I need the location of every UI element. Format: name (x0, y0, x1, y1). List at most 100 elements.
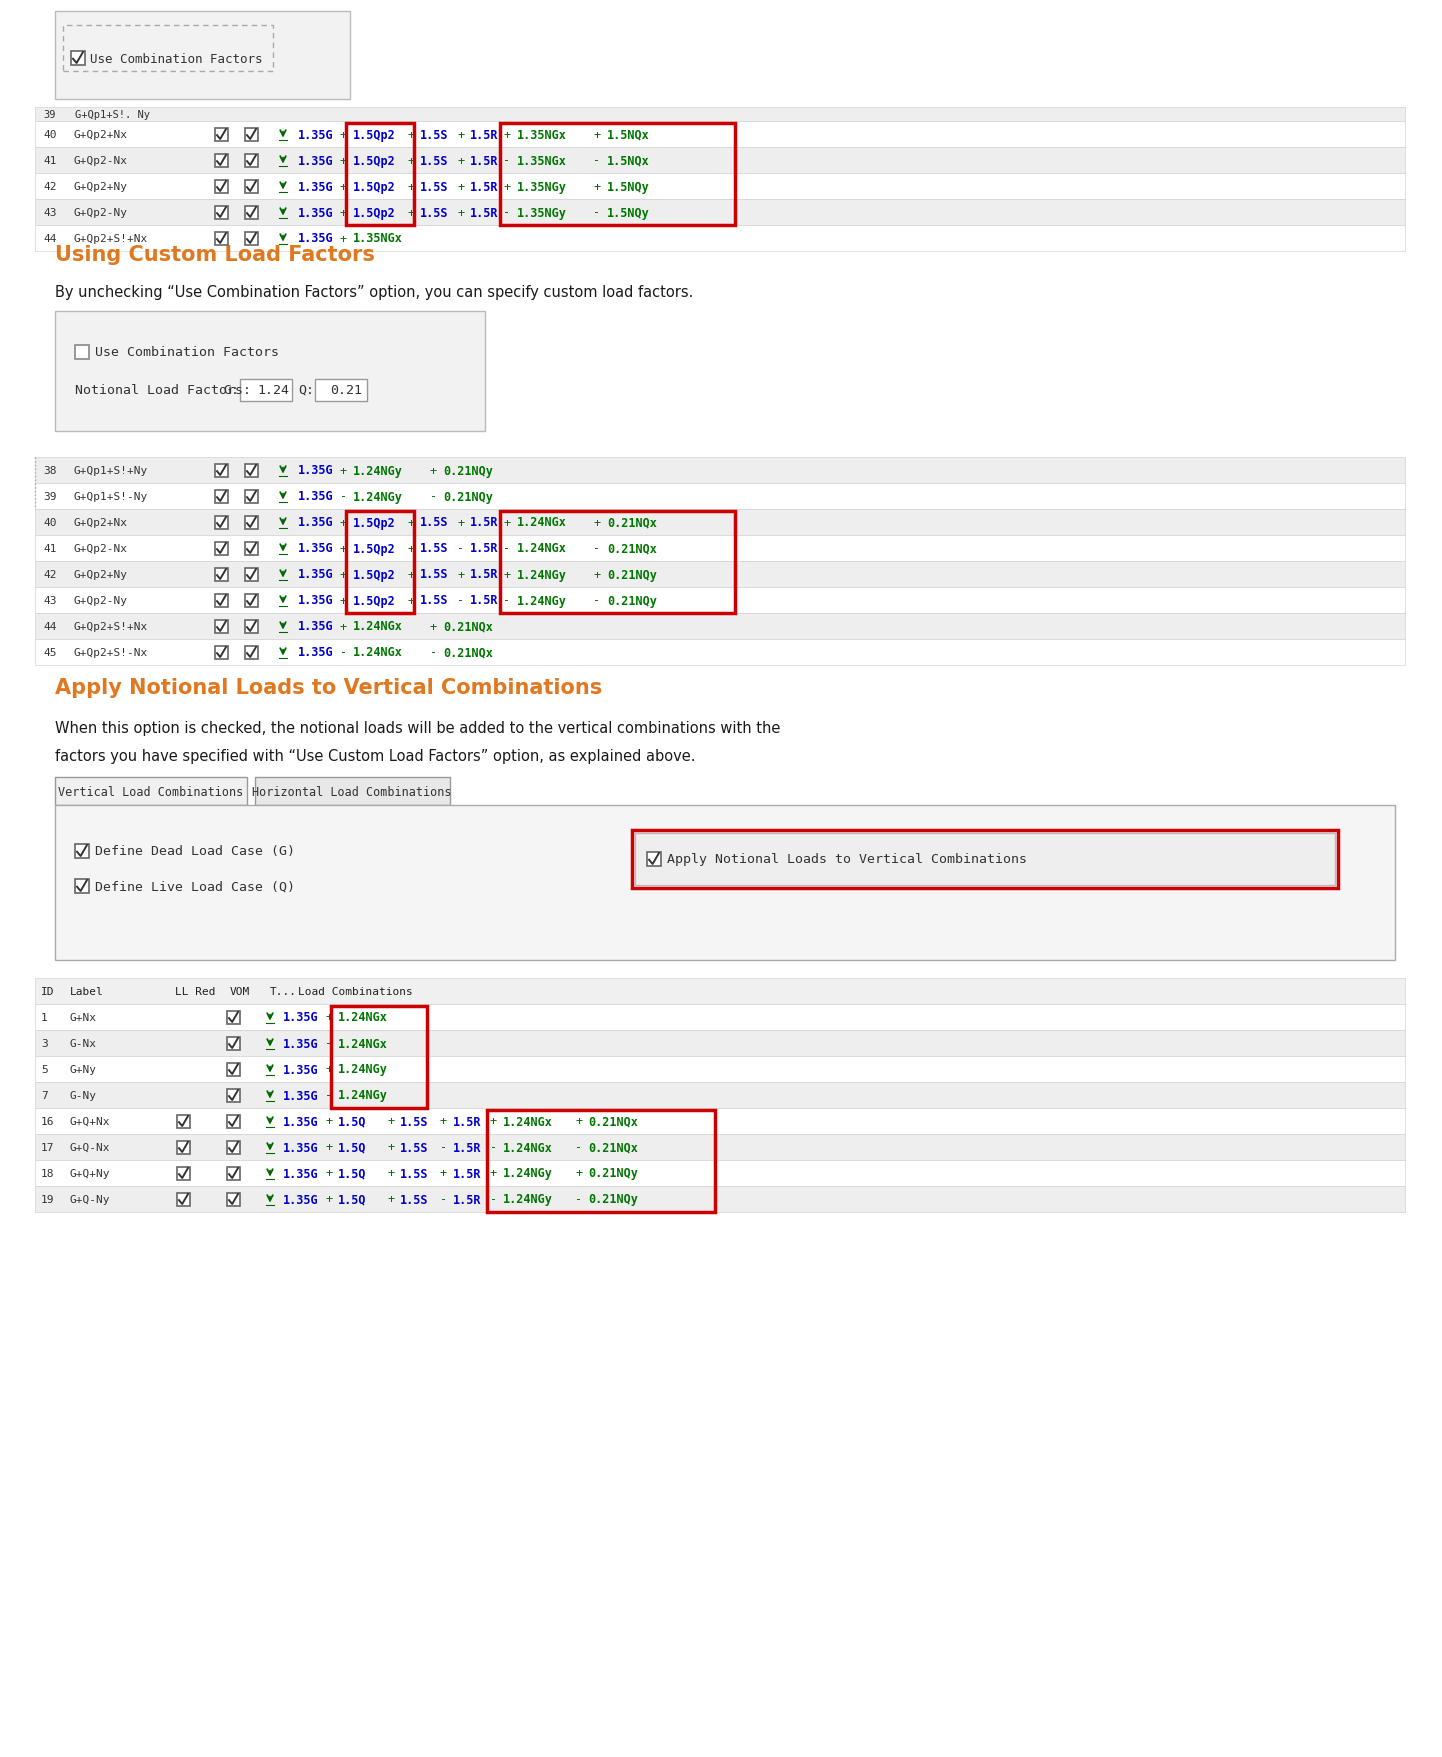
Text: Apply Notional Loads to Vertical Combinations: Apply Notional Loads to Vertical Combina… (668, 852, 1027, 866)
Text: 0.21: 0.21 (330, 385, 362, 397)
Text: G+Q+Ny: G+Q+Ny (71, 1168, 111, 1179)
Bar (215, 620, 228, 634)
Bar (634, 833, 1335, 886)
Text: 1.5S: 1.5S (420, 155, 448, 167)
Text: +: + (593, 517, 600, 529)
Text: 1.5NQy: 1.5NQy (607, 206, 650, 220)
Text: 1.5Q: 1.5Q (337, 1193, 366, 1205)
Text: 1.5Qp2: 1.5Qp2 (353, 543, 395, 555)
Bar (245, 181, 258, 193)
Text: 1.5R: 1.5R (470, 128, 499, 141)
Text: G-Ny: G-Ny (71, 1091, 97, 1100)
Bar (226, 1116, 239, 1128)
Text: +: + (340, 206, 348, 220)
Bar (71, 53, 85, 67)
Text: 41: 41 (43, 543, 56, 553)
Text: ID: ID (40, 986, 55, 996)
Text: 1.24NGx: 1.24NGx (518, 517, 567, 529)
Text: 0.21NQy: 0.21NQy (443, 490, 493, 503)
Text: +: + (575, 1167, 583, 1181)
Text: 1.35G: 1.35G (283, 1063, 319, 1075)
Bar (35, 459, 1405, 483)
Text: +: + (324, 1010, 332, 1024)
Text: 40: 40 (43, 130, 56, 141)
Text: +: + (324, 1063, 332, 1075)
Text: +: + (503, 181, 510, 193)
Text: factors you have specified with “Use Custom Load Factors” option, as explained a: factors you have specified with “Use Cus… (55, 748, 695, 763)
Bar (35, 510, 1405, 536)
Text: -: - (503, 155, 510, 167)
Text: -: - (575, 1140, 583, 1154)
Bar (55, 12, 350, 100)
Text: 5: 5 (40, 1065, 48, 1074)
Text: 1.35NGx: 1.35NGx (518, 155, 567, 167)
Text: 1.35G: 1.35G (283, 1193, 319, 1205)
Bar (215, 490, 228, 504)
Text: Define Live Load Case (Q): Define Live Load Case (Q) (95, 880, 296, 893)
Text: 0.21NQy: 0.21NQy (443, 464, 493, 478)
Text: 1.5S: 1.5S (420, 128, 448, 141)
Bar (632, 831, 1338, 889)
Text: +: + (340, 594, 348, 608)
Bar (35, 1082, 1405, 1109)
Text: +: + (440, 1167, 447, 1181)
Text: 1.5Qp2: 1.5Qp2 (353, 568, 395, 582)
Text: 1.24NGx: 1.24NGx (353, 620, 402, 633)
Text: 43: 43 (43, 596, 56, 606)
Text: 1.24NGy: 1.24NGy (518, 568, 567, 582)
Text: 1.35G: 1.35G (283, 1010, 319, 1024)
Text: 1.5Qp2: 1.5Qp2 (353, 594, 395, 608)
Text: -: - (575, 1193, 583, 1205)
Bar (314, 380, 368, 402)
Text: +: + (386, 1140, 394, 1154)
Text: 40: 40 (43, 518, 56, 527)
Text: 1.5S: 1.5S (420, 206, 448, 220)
Bar (215, 155, 228, 169)
Text: -: - (593, 543, 600, 555)
Text: +: + (407, 568, 414, 582)
Text: -: - (340, 490, 348, 503)
Bar (215, 128, 228, 142)
Text: VOM: VOM (231, 986, 251, 996)
Text: +: + (340, 232, 348, 246)
Text: By unchecking “Use Combination Factors” option, you can specify custom load fact: By unchecking “Use Combination Factors” … (55, 285, 694, 300)
Bar (226, 1167, 239, 1181)
Bar (55, 805, 1394, 961)
Bar (35, 613, 1405, 640)
Text: 0.21NQy: 0.21NQy (588, 1167, 637, 1181)
Text: 1.5Q: 1.5Q (337, 1140, 366, 1154)
Bar (215, 207, 228, 220)
Text: Define Dead Load Case (G): Define Dead Load Case (G) (95, 845, 296, 857)
Text: 16: 16 (40, 1116, 55, 1126)
Text: 38: 38 (43, 466, 56, 476)
Text: 1.5S: 1.5S (420, 568, 448, 582)
Text: +: + (490, 1116, 497, 1128)
Text: 1.35G: 1.35G (298, 232, 333, 246)
Text: +: + (340, 517, 348, 529)
Text: 3: 3 (40, 1038, 48, 1049)
Text: When this option is checked, the notional loads will be added to the vertical co: When this option is checked, the notiona… (55, 720, 780, 734)
Text: 1.5Qp2: 1.5Qp2 (353, 517, 395, 529)
Bar (35, 174, 1405, 200)
Text: 1.5R: 1.5R (453, 1140, 482, 1154)
Bar (75, 346, 89, 360)
Text: G+Qp1+S!+Ny: G+Qp1+S!+Ny (74, 466, 147, 476)
Bar (346, 125, 414, 227)
Text: +: + (407, 181, 414, 193)
Bar (245, 620, 258, 634)
Text: 1.5NQy: 1.5NQy (607, 181, 650, 193)
Text: Label: Label (71, 986, 104, 996)
Text: +: + (490, 1167, 497, 1181)
Text: +: + (503, 517, 510, 529)
Text: 0.21NQx: 0.21NQx (607, 543, 658, 555)
Bar (245, 128, 258, 142)
Text: 1.5S: 1.5S (420, 517, 448, 529)
Text: Load Combinations: Load Combinations (298, 986, 412, 996)
Text: +: + (340, 620, 348, 633)
Text: 1.35G: 1.35G (298, 206, 333, 220)
Bar (215, 569, 228, 582)
Bar (35, 1109, 1405, 1135)
Bar (35, 1186, 1405, 1212)
Text: G+Q-Nx: G+Q-Nx (71, 1142, 111, 1153)
Text: +: + (503, 128, 510, 141)
